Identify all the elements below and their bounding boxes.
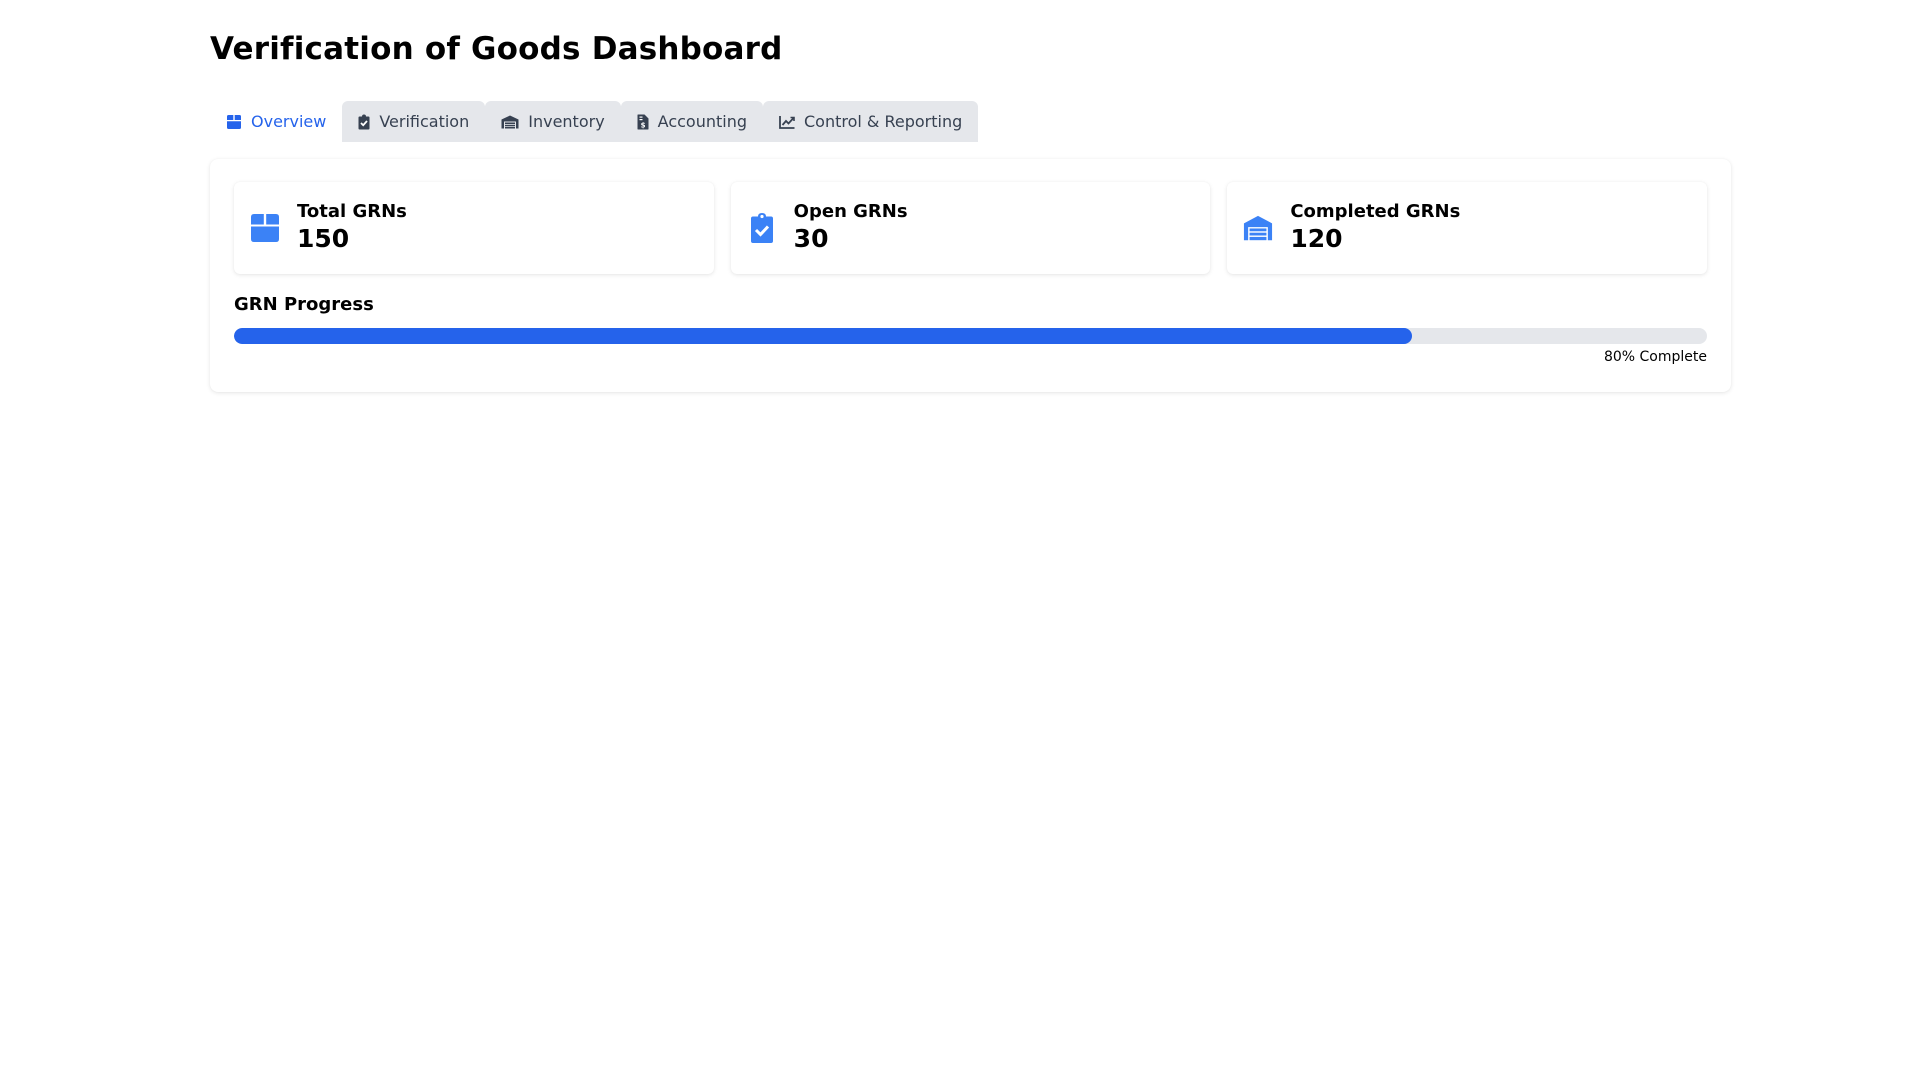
line-chart-icon	[779, 115, 795, 129]
stat-label: Open GRNs	[793, 201, 908, 222]
tab-inventory[interactable]: Inventory	[485, 101, 621, 142]
clipboard-check-icon	[358, 114, 370, 130]
overview-panel: Total GRNs 150 Open GRNs 30 Completed	[210, 159, 1731, 392]
progress-text: 80% Complete	[1603, 349, 1707, 365]
tab-verification[interactable]: Verification	[342, 101, 486, 142]
stat-text: Open GRNs 30	[794, 201, 908, 255]
box-icon	[226, 114, 242, 130]
page-title: Verification of Goods Dashboard	[210, 31, 783, 67]
progress-bar-fill	[234, 328, 1413, 344]
progress-bar	[234, 328, 1707, 344]
box-icon	[250, 213, 280, 243]
tab-accounting[interactable]: $ Accounting	[620, 101, 763, 142]
stat-value: 30	[793, 224, 829, 253]
stat-value: 120	[1290, 224, 1343, 253]
stat-label: Completed GRNs	[1290, 201, 1461, 222]
stats-row: Total GRNs 150 Open GRNs 30 Completed	[234, 182, 1708, 274]
tab-control-reporting[interactable]: Control & Reporting	[763, 101, 979, 142]
stat-card-open-grns: Open GRNs 30	[730, 182, 1211, 274]
stat-card-total-grns: Total GRNs 150	[234, 182, 714, 274]
tab-label: Control & Reporting	[804, 112, 963, 131]
warehouse-icon	[1243, 213, 1273, 243]
stat-text: Total GRNs 150	[297, 201, 407, 255]
warehouse-icon	[501, 115, 519, 129]
progress-title: GRN Progress	[234, 294, 374, 315]
clipboard-check-icon	[747, 213, 777, 243]
tab-label: Accounting	[657, 112, 747, 131]
file-invoice-icon: $	[637, 114, 649, 130]
tab-overview[interactable]: Overview	[210, 101, 343, 142]
stat-label: Total GRNs	[297, 201, 407, 222]
tab-label: Overview	[251, 112, 327, 131]
svg-text:$: $	[640, 121, 645, 129]
stat-value: 150	[297, 224, 350, 253]
stat-card-completed-grns: Completed GRNs 120	[1227, 182, 1708, 274]
tab-label: Inventory	[528, 112, 605, 131]
tab-label: Verification	[379, 112, 470, 131]
stat-text: Completed GRNs 120	[1290, 201, 1460, 255]
tab-bar: Overview Verification Inventory $ Accoun…	[210, 101, 979, 142]
